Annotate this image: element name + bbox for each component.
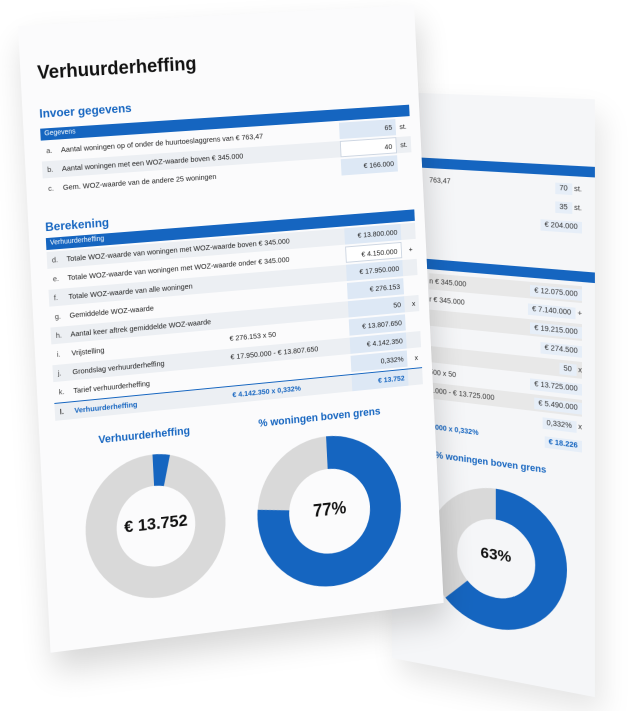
back-chart-title: % woningen boven grens <box>435 450 546 475</box>
left-chart-title: Verhuurderheffing <box>98 425 190 446</box>
input-section-title: Invoer gegevens <box>39 101 132 121</box>
page-title: Verhuurderheffing <box>37 54 197 85</box>
right-chart-title: % woningen boven grens <box>258 406 381 430</box>
front-sheet: Verhuurderheffing Invoer gegevens Gegeve… <box>18 5 444 653</box>
calc-section-title: Berekening <box>45 215 109 234</box>
